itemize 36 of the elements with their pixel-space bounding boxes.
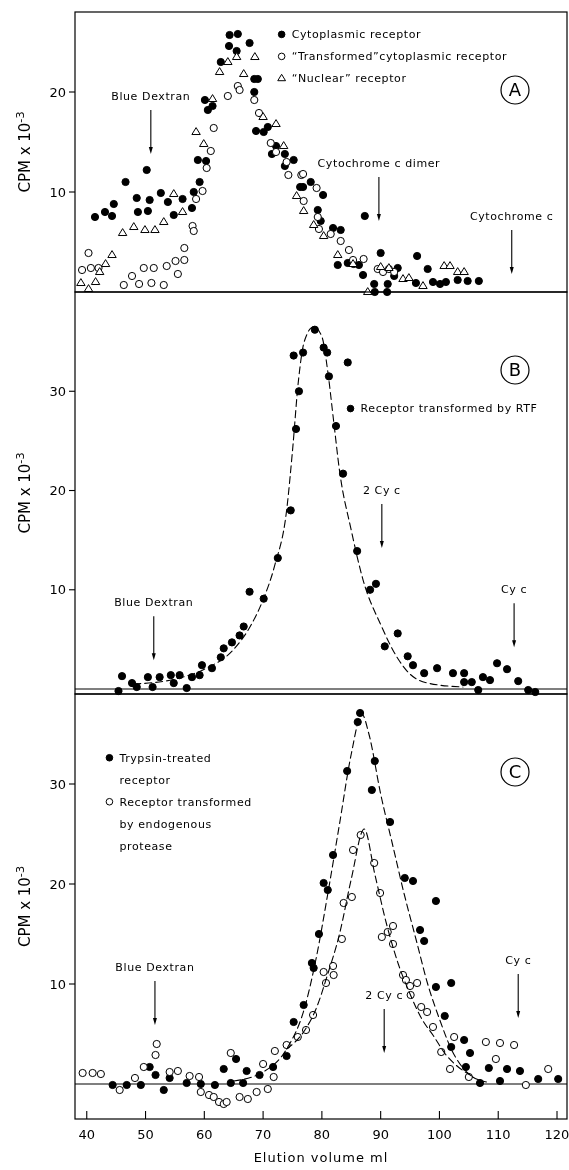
annotation: Blue Dextran bbox=[111, 90, 191, 103]
y-tick-label: 30 bbox=[49, 383, 66, 399]
y-tick-label: 10 bbox=[49, 976, 66, 992]
text: B bbox=[508, 359, 522, 381]
legend-label: Receptor transformed by endogenous protease bbox=[119, 795, 252, 853]
x-tick-label: 80 bbox=[313, 1127, 331, 1142]
y-tick-label: 30 bbox=[49, 776, 66, 792]
text: A bbox=[508, 79, 522, 101]
annotation: Blue Dextran bbox=[115, 961, 195, 974]
annotation: Blue Dextran bbox=[114, 596, 194, 610]
annotation: Cy c bbox=[501, 583, 528, 597]
x-tick-label: 100 bbox=[427, 1127, 452, 1142]
x-tick-label: 50 bbox=[137, 1127, 154, 1142]
legend-label: Cytoplasmic receptor bbox=[291, 28, 422, 42]
x-tick-label: 60 bbox=[196, 1127, 213, 1142]
annotation: Cy c bbox=[505, 954, 532, 967]
x-tick-label: 120 bbox=[544, 1127, 569, 1142]
x-tick-label: 70 bbox=[254, 1127, 272, 1142]
annotation: Cytochrome c bbox=[470, 210, 554, 223]
legend-label: Trypsin-treated receptor bbox=[118, 751, 212, 787]
legend-label: “Transformed”cytoplasmic receptor bbox=[291, 50, 508, 64]
y-tick-label: 20 bbox=[49, 84, 66, 100]
y-tick-label: 20 bbox=[49, 483, 66, 499]
y-tick-label: 20 bbox=[49, 876, 66, 892]
annotation: Cytochrome c dimer bbox=[317, 157, 441, 170]
x-tick-label: 90 bbox=[372, 1127, 389, 1142]
legend-label: “Nuclear” receptor bbox=[291, 72, 407, 86]
y-tick-label: 10 bbox=[49, 582, 66, 598]
legend-label: Receptor transformed by RTF bbox=[360, 402, 538, 416]
y-tick-label: 10 bbox=[49, 184, 66, 200]
annotation: 2 Cy c bbox=[365, 989, 404, 1002]
x-tick-label: 110 bbox=[485, 1127, 511, 1142]
x-tick-label: 40 bbox=[78, 1127, 96, 1142]
annotation: 2 Cy c bbox=[362, 484, 401, 498]
text: C bbox=[508, 761, 522, 783]
x-axis-title: Elution volume ml bbox=[253, 1150, 389, 1165]
